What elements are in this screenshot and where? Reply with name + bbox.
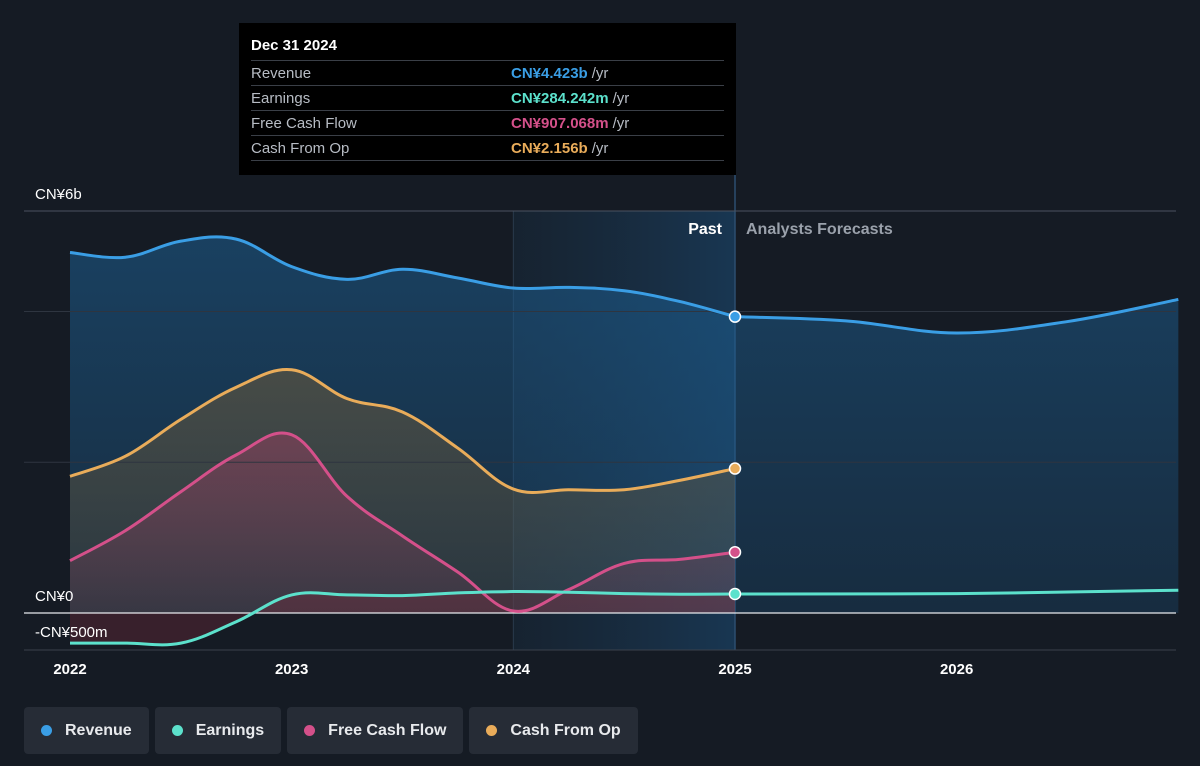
legend-dot-icon [486, 725, 498, 736]
tooltip-label: Cash From Op [251, 139, 350, 157]
tooltip-row-revenue: Revenue CN¥4.423b /yr [251, 60, 724, 85]
earnings-marker [728, 587, 742, 601]
tooltip-label: Free Cash Flow [251, 114, 357, 132]
tooltip-unit: /yr [591, 64, 609, 82]
tooltip-row-free-cash-flow: Free Cash Flow CN¥907.068m /yr [251, 110, 724, 135]
tooltip-label: Earnings [251, 89, 311, 107]
legend-label: Earnings [195, 721, 265, 739]
tooltip: Dec 31 2024 Revenue CN¥4.423b /yr Earnin… [239, 23, 736, 175]
earnings-forecast-line [734, 588, 1179, 596]
y-tick-label: -CN¥500m [35, 624, 108, 641]
x-tick-label: 2022 [53, 661, 86, 678]
free-cash-flow-line [69, 431, 736, 613]
legend-dot-icon [304, 725, 316, 736]
x-tick-label: 2025 [718, 661, 751, 678]
tooltip-unit: /yr [612, 89, 630, 107]
legend-item-revenue[interactable]: Revenue [24, 707, 149, 754]
x-tick-label: 2026 [940, 661, 973, 678]
tooltip-value: CN¥284.242m [511, 89, 609, 107]
x-tick-label: 2024 [497, 661, 531, 678]
tooltip-row-earnings: Earnings CN¥284.242m /yr [251, 85, 724, 110]
y-tick-label: CN¥0 [35, 588, 73, 605]
legend-dot-icon [41, 725, 52, 736]
earnings-area [70, 591, 735, 645]
tooltip-row-cash-from-op: Cash From Op CN¥2.156b /yr [251, 135, 724, 161]
y-tick-label: CN¥6b [35, 186, 82, 203]
legend-item-cash-from-op[interactable]: Cash From Op [469, 707, 638, 754]
x-tick-label: 2023 [275, 661, 308, 678]
free-cash-flow-marker [728, 545, 742, 559]
revenue-line [69, 235, 736, 319]
legend-dot-icon [171, 725, 183, 736]
legend-item-earnings[interactable]: Earnings [154, 707, 282, 754]
legend-label: Revenue [65, 721, 132, 739]
tooltip-label: Revenue [251, 64, 312, 82]
tooltip-value: CN¥4.423b [511, 64, 588, 82]
cash-from-op-line [69, 368, 736, 495]
legend: Revenue Earnings Free Cash Flow Cash Fro… [24, 707, 638, 754]
tooltip-unit: /yr [612, 114, 630, 132]
revenue-marker [728, 310, 742, 323]
revenue-forecast-line [734, 297, 1179, 335]
free-cash-flow-area [70, 432, 735, 613]
legend-label: Free Cash Flow [328, 721, 447, 739]
past-label: Past [688, 221, 722, 238]
legend-label: Cash From Op [510, 721, 621, 739]
legend-item-free-cash-flow[interactable]: Free Cash Flow [287, 707, 464, 754]
tooltip-value: CN¥2.156b [511, 139, 588, 157]
tooltip-value: CN¥907.068m [511, 114, 609, 132]
tooltip-unit: /yr [591, 139, 609, 157]
tooltip-date: Dec 31 2024 [251, 37, 337, 54]
analysts-forecasts-label: Analysts Forecasts [746, 221, 893, 238]
cash-from-op-marker [728, 462, 742, 475]
earnings-line [70, 590, 736, 647]
